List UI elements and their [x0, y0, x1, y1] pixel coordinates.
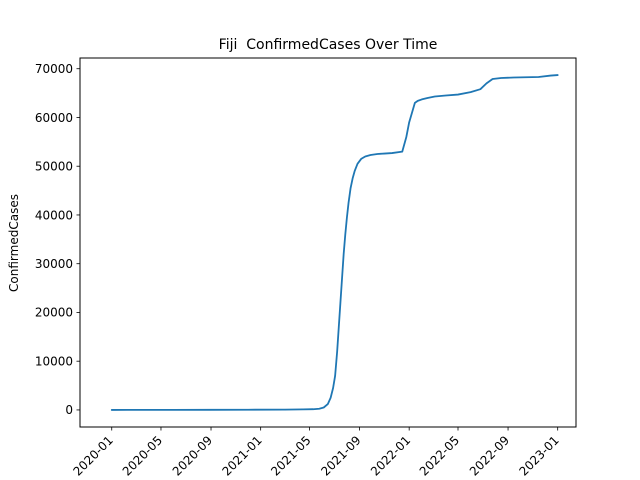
y-axis-ticks: 0 10000 20000 30000 40000 50000 60000 70000 — [35, 62, 80, 417]
y-tick-label: 50000 — [35, 160, 73, 174]
y-tick-label: 0 — [65, 403, 73, 417]
y-tick-label: 40000 — [35, 208, 73, 222]
y-tick-label: 70000 — [35, 62, 73, 76]
chart-title: Fiji ConfirmedCases Over Time — [219, 37, 438, 53]
y-tick-label: 30000 — [35, 257, 73, 271]
y-axis-title: ConfirmedCases — [7, 194, 21, 292]
plot-area — [110, 74, 559, 411]
plot-frame — [79, 57, 577, 428]
y-tick-label: 10000 — [35, 354, 73, 368]
y-tick-label: 60000 — [35, 111, 73, 125]
y-tick-label: 20000 — [35, 306, 73, 320]
series-line — [110, 74, 559, 411]
